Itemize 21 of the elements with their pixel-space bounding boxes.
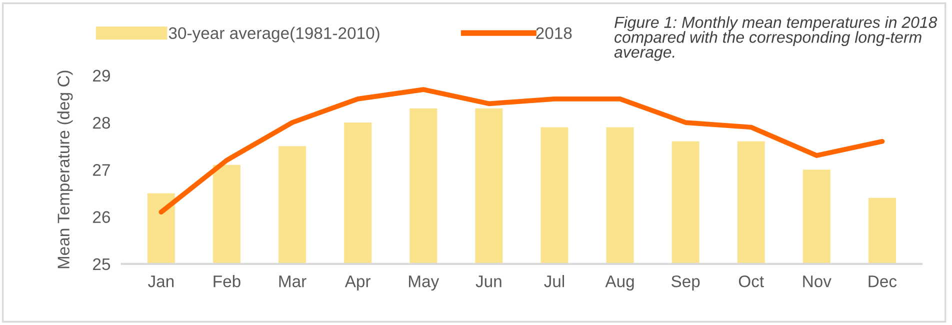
x-tick-label: Jan [148,276,174,288]
x-tick-label: Jul [544,275,564,288]
y-tick-label: 25 [93,258,110,270]
x-tick-label: Sep [671,275,700,291]
y-axis-title: Mean Temperature (deg C) [57,70,73,268]
y-tick-label: 28 [93,116,110,129]
y-tick-label: 29 [93,70,110,82]
x-tick-label: May [409,276,440,291]
y-tick-label: 26 [93,211,110,223]
line-series [158,87,885,214]
x-tick-label: Oct [738,275,764,288]
legend-label: 30-year average(1981-2010) [168,26,380,42]
x-tick-label: Feb [214,275,240,288]
x-tick-label: Jun [476,276,502,288]
x-tick-label: Aug [605,276,634,291]
x-tick-label: Mar [279,276,306,288]
x-tick-label: Dec [868,276,897,288]
y-tick-label: 27 [93,164,110,176]
x-tick-label: Nov [803,276,832,288]
x-tick-label: Apr [344,276,371,291]
chart-title: Figure 1: Monthly mean temperatures in 2018 compared with the corresponding long-term average. [614,16,938,61]
